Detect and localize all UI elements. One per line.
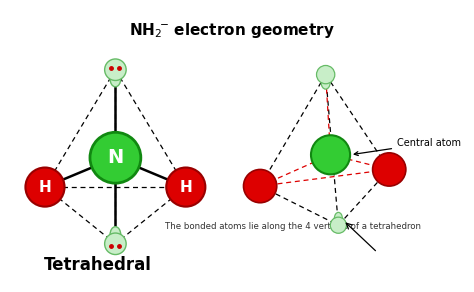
Circle shape [105, 59, 126, 81]
Circle shape [90, 132, 141, 183]
Circle shape [330, 217, 346, 233]
Ellipse shape [110, 70, 121, 87]
Ellipse shape [321, 75, 330, 89]
Circle shape [166, 168, 205, 207]
Text: Tetrahedral: Tetrahedral [44, 256, 152, 274]
Circle shape [373, 153, 406, 186]
Text: H: H [180, 180, 192, 194]
Circle shape [244, 169, 277, 203]
Text: H: H [38, 180, 51, 194]
Text: N: N [107, 148, 124, 167]
Circle shape [26, 168, 64, 207]
Circle shape [311, 135, 350, 174]
Circle shape [105, 233, 126, 255]
Ellipse shape [110, 227, 121, 243]
Text: NH$_2$$\!^{-}$ electron geometry: NH$_2$$\!^{-}$ electron geometry [129, 21, 335, 40]
Text: The bonded atoms lie along the 4 vertices of a tetrahedron: The bonded atoms lie along the 4 vertice… [165, 222, 421, 231]
Ellipse shape [334, 212, 342, 225]
Circle shape [317, 65, 335, 84]
Text: Central atom: Central atom [354, 138, 461, 156]
